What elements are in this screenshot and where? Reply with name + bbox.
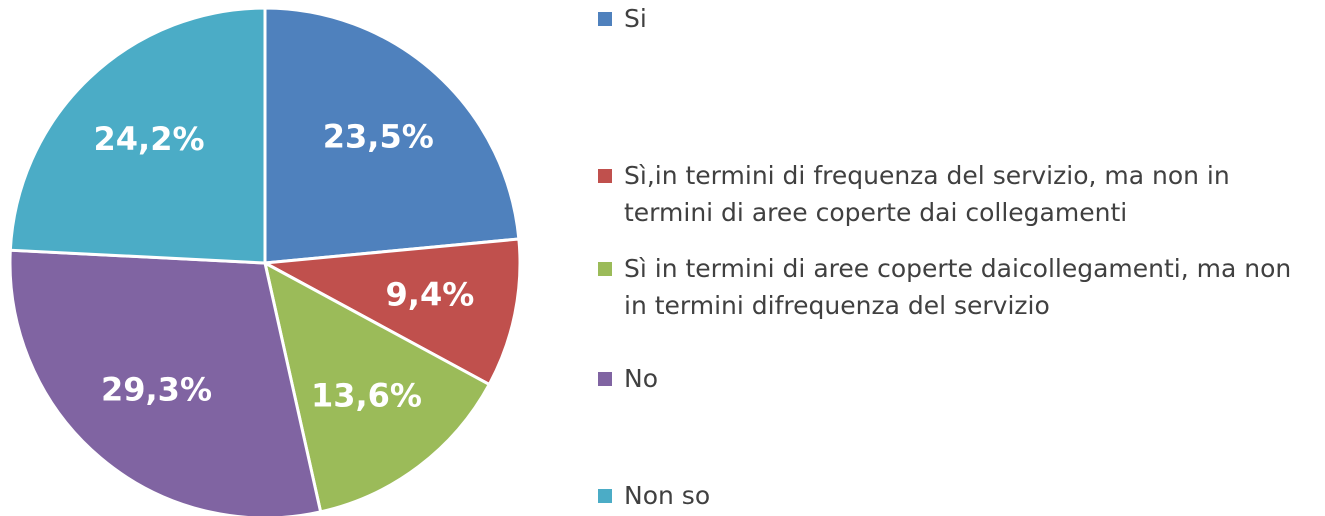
pie-chart: 23,5% 9,4% 13,6% 29,3% 24,2% [8,6,522,516]
legend-swatch [598,12,612,26]
legend-label: No [624,364,658,393]
pie-slice [8,6,267,265]
pie-slice [262,260,492,514]
legend-label: Sì,in termini di frequenza del servizio,… [624,161,1230,227]
slice-label: 23,5% [323,118,434,156]
legend-swatch [598,372,612,386]
slice-label: 13,6% [311,376,422,414]
legend-item: No [598,360,1318,397]
slice-label: 29,3% [101,371,212,409]
legend-item: Si [598,0,1318,37]
legend-label: Non so [624,481,711,510]
legend-item: Sì in termini di aree coperte daicollega… [598,250,1318,324]
slice-label: 9,4% [386,276,475,314]
legend-item: Sì,in termini di frequenza del servizio,… [598,157,1318,231]
legend-label: Si [624,4,647,33]
pie-slice [8,248,323,516]
legend-item: Non so [598,477,1318,514]
legend-label: Sì in termini di aree coperte daicollega… [624,254,1292,320]
legend-swatch [598,169,612,183]
legend-swatch [598,489,612,503]
legend-swatch [598,262,612,276]
pie-slice [259,237,522,387]
slice-label: 24,2% [94,120,205,158]
pie-slice [263,6,521,265]
